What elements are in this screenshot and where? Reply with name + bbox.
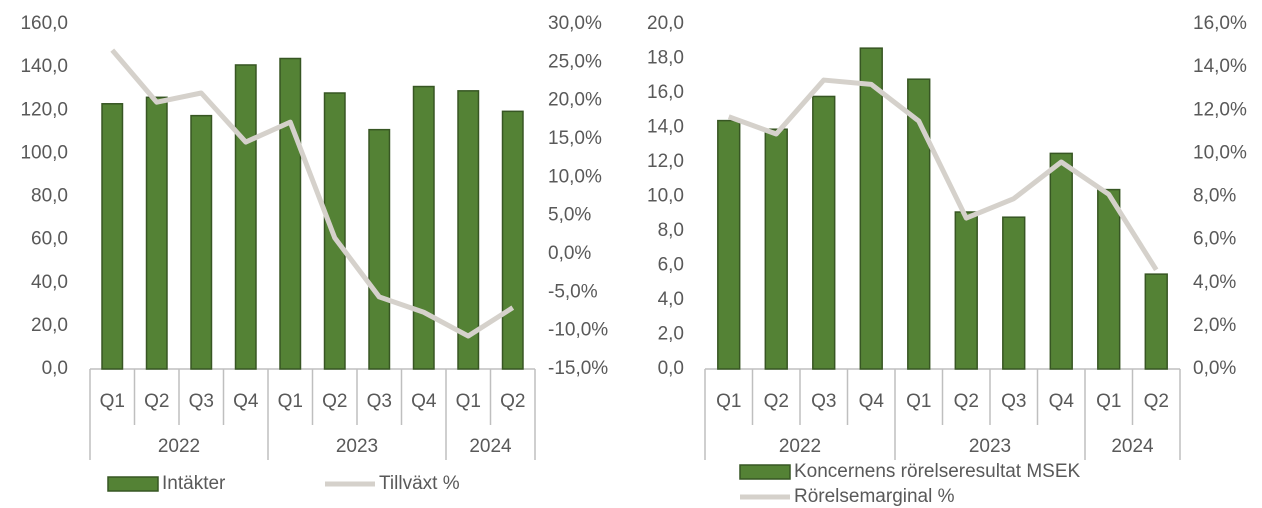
y-tick-label: 18,0	[647, 48, 684, 69]
y2-tick-label: 0,0%	[1193, 358, 1236, 379]
bar	[279, 57, 302, 370]
bar	[717, 119, 741, 370]
y2-tick-label: 10,0%	[548, 166, 602, 187]
x-tick-label: Q3	[811, 391, 836, 412]
bar	[368, 128, 391, 370]
x-tick-label: Q1	[456, 391, 481, 412]
x-tick-label: Q2	[954, 391, 979, 412]
x-tick-label: Q2	[500, 391, 525, 412]
y2-tick-label: 25,0%	[548, 51, 602, 72]
x-tick-label: Q1	[716, 391, 741, 412]
y2-tick-label: 16,0%	[1193, 13, 1247, 34]
y-tick-label: 60,0	[31, 229, 68, 250]
x-tick-label: Q4	[233, 391, 259, 412]
bar	[234, 64, 257, 370]
x-tick-label: Q3	[367, 391, 392, 412]
y-tick-label: 4,0	[658, 289, 684, 310]
x-tick-label: Q2	[144, 391, 169, 412]
x-tick-label: Q3	[189, 391, 214, 412]
y-tick-label: 0,0	[42, 358, 68, 379]
y-tick-label: 140,0	[20, 56, 68, 77]
y-tick-label: 0,0	[658, 358, 684, 379]
bar	[1002, 216, 1026, 370]
y2-tick-label: -5,0%	[548, 281, 598, 302]
y-tick-label: 6,0	[658, 255, 684, 276]
bar	[1144, 273, 1168, 370]
x-tick-label: Q4	[1049, 391, 1075, 412]
x-tick-label: Q1	[278, 391, 303, 412]
legend-swatch	[107, 476, 159, 492]
x-tick-label: Q4	[411, 391, 437, 412]
group-label: 2023	[969, 436, 1011, 457]
y-tick-label: 2,0	[658, 324, 684, 345]
group-label: 2023	[336, 436, 378, 457]
bar	[457, 90, 480, 370]
y2-tick-label: 2,0%	[1193, 315, 1236, 336]
bar	[101, 103, 124, 370]
y-tick-label: 40,0	[31, 272, 68, 293]
bar	[501, 110, 524, 370]
y-tick-label: 14,0	[647, 117, 684, 138]
legend-label: Koncernens rörelseresultat MSEK	[794, 461, 1081, 482]
y2-tick-label: -15,0%	[548, 358, 608, 379]
bar	[859, 47, 883, 370]
y-tick-label: 160,0	[20, 13, 68, 34]
bar	[812, 95, 836, 370]
legend-label: Intäkter	[162, 473, 226, 494]
x-tick-label: Q1	[1096, 391, 1121, 412]
y-tick-label: 12,0	[647, 151, 684, 172]
line	[727, 77, 1159, 272]
bar	[907, 78, 931, 370]
y2-tick-label: 20,0%	[548, 90, 602, 111]
x-tick-label: Q1	[906, 391, 931, 412]
x-tick-label: Q4	[859, 391, 885, 412]
bar	[145, 96, 168, 370]
group-label: 2022	[158, 436, 200, 457]
y2-tick-label: 14,0%	[1193, 56, 1247, 77]
y2-tick-label: 8,0%	[1193, 186, 1236, 207]
y-tick-label: 20,0	[31, 315, 68, 336]
y-tick-label: 120,0	[20, 99, 68, 120]
x-tick-label: Q1	[100, 391, 125, 412]
y2-tick-label: 4,0%	[1193, 272, 1236, 293]
y-tick-label: 10,0	[647, 186, 684, 207]
y2-tick-label: 10,0%	[1193, 142, 1247, 163]
bar	[1097, 188, 1121, 370]
y2-tick-label: 0,0%	[548, 243, 591, 264]
group-label: 2024	[1111, 436, 1154, 457]
y-tick-label: 20,0	[647, 13, 684, 34]
bar	[1049, 152, 1073, 370]
x-tick-label: Q2	[764, 391, 789, 412]
x-tick-label: Q3	[1001, 391, 1026, 412]
y2-tick-label: -10,0%	[548, 320, 608, 341]
bar	[954, 211, 978, 370]
y2-tick-label: 5,0%	[548, 205, 591, 226]
y-tick-label: 8,0	[658, 220, 684, 241]
group-label: 2022	[779, 436, 821, 457]
y2-tick-label: 6,0%	[1193, 229, 1236, 250]
y2-tick-label: 15,0%	[548, 128, 602, 149]
y-tick-label: 80,0	[31, 186, 68, 207]
x-tick-label: Q2	[322, 391, 347, 412]
bar	[190, 114, 213, 370]
bar	[764, 128, 788, 370]
bar	[412, 85, 435, 370]
y-tick-label: 16,0	[647, 82, 684, 103]
legend-swatch	[739, 464, 791, 480]
group-label: 2024	[469, 436, 512, 457]
line	[110, 48, 515, 339]
y2-tick-label: 12,0%	[1193, 99, 1247, 120]
legend-label: Tillväxt %	[379, 473, 460, 494]
x-tick-label: Q2	[1144, 391, 1169, 412]
y2-tick-label: 30,0%	[548, 13, 602, 34]
y-tick-label: 100,0	[20, 142, 68, 163]
legend-label: Rörelsemarginal %	[794, 486, 955, 507]
